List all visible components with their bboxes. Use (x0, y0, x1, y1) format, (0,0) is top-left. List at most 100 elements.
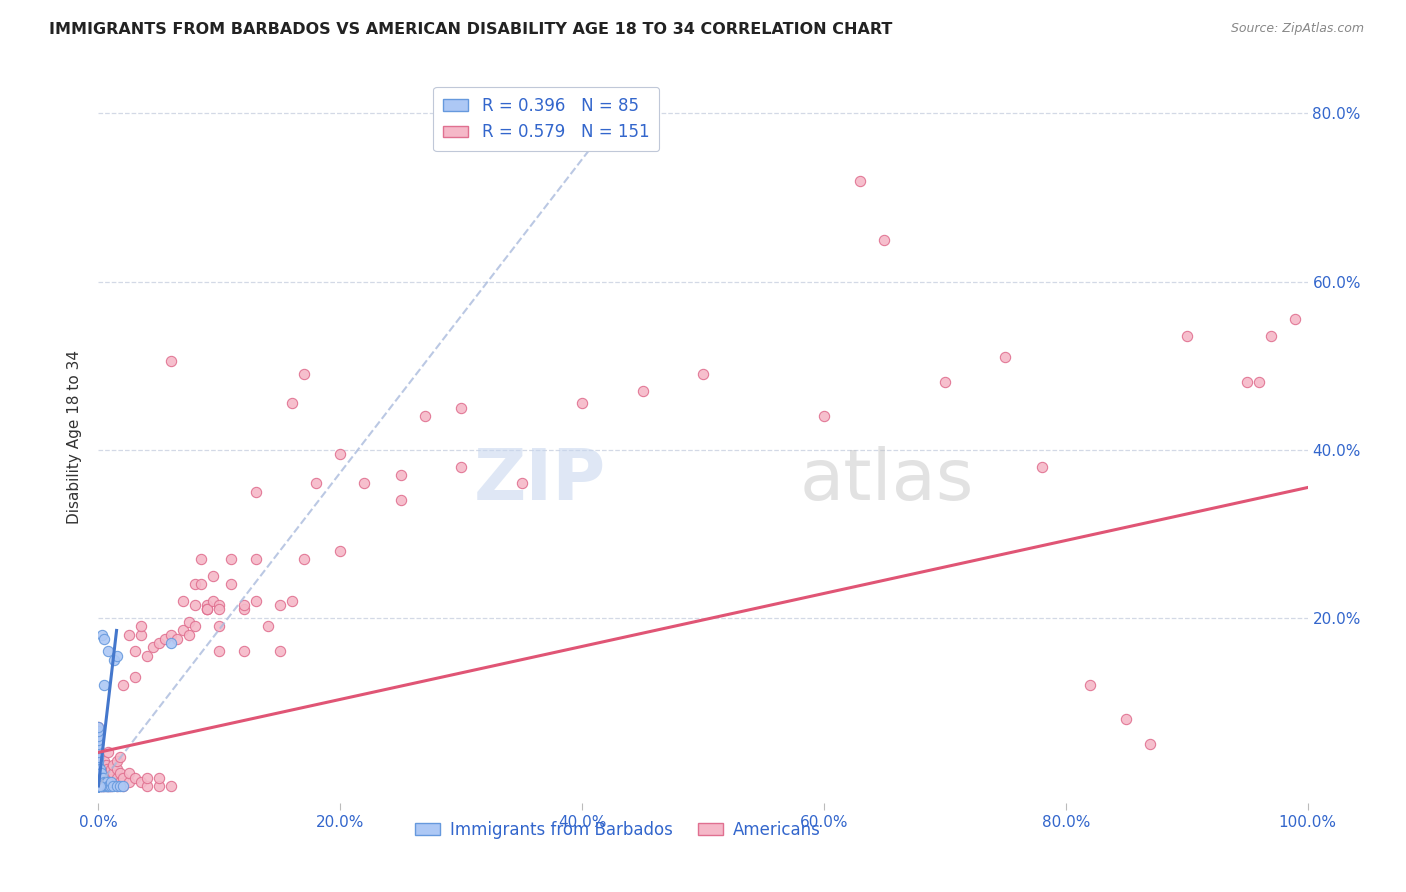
Point (89, 771, 111, 785)
Point (87, 766, 110, 780)
Point (160, 627, 183, 641)
Point (105, 771, 128, 785)
Text: ZIP: ZIP (474, 447, 606, 516)
Point (87, 779, 110, 793)
Point (87, 779, 110, 793)
Point (87, 737, 110, 751)
Point (245, 552, 267, 566)
Point (87, 729, 110, 743)
Point (87, 749, 110, 764)
Point (849, 174, 872, 188)
Point (87, 779, 110, 793)
Point (1078, 678, 1101, 692)
Point (97, 779, 120, 793)
Point (329, 447, 352, 461)
Point (89, 762, 111, 776)
Point (93, 771, 115, 785)
Point (87, 779, 110, 793)
Point (87, 779, 110, 793)
Point (90, 771, 112, 785)
Point (87, 741, 110, 756)
Point (87, 749, 110, 764)
Point (1260, 329, 1282, 343)
Point (97, 766, 120, 780)
Point (87, 766, 110, 780)
Point (389, 493, 412, 508)
Point (98, 779, 121, 793)
Point (179, 615, 201, 629)
Point (101, 758, 124, 772)
Point (105, 762, 128, 776)
Point (87, 779, 110, 793)
Point (195, 602, 218, 616)
Point (91, 762, 114, 776)
Point (96, 779, 118, 793)
Point (195, 602, 218, 616)
Point (202, 594, 225, 608)
Point (100, 771, 122, 785)
Point (195, 602, 218, 616)
Point (1139, 737, 1161, 751)
Point (94, 774, 117, 789)
Point (292, 552, 315, 566)
Point (87, 732, 110, 747)
Point (195, 599, 218, 613)
Point (353, 476, 375, 491)
Point (87, 724, 110, 739)
Point (105, 779, 128, 793)
Point (111, 678, 134, 692)
Point (90, 774, 112, 789)
Point (90, 766, 112, 780)
Point (87, 779, 110, 793)
Point (87, 779, 110, 793)
Point (994, 350, 1017, 364)
Point (91, 779, 114, 793)
Point (148, 779, 170, 793)
Point (89, 754, 111, 768)
Point (100, 774, 122, 789)
Point (221, 577, 243, 591)
Point (111, 779, 134, 793)
Point (232, 602, 254, 616)
Point (124, 670, 146, 684)
Point (87, 779, 110, 793)
Point (98, 779, 121, 793)
Point (118, 627, 141, 641)
Y-axis label: Disability Age 18 to 34: Disability Age 18 to 34 (67, 350, 83, 524)
Point (103, 653, 125, 667)
Point (129, 774, 152, 789)
Point (87, 779, 110, 793)
Point (934, 376, 956, 390)
Point (329, 543, 352, 558)
Point (90, 758, 112, 772)
Point (87, 758, 110, 772)
Point (221, 552, 243, 566)
Point (108, 749, 131, 764)
Point (179, 627, 201, 641)
Point (108, 766, 131, 780)
Point (93, 774, 115, 789)
Point (87, 779, 110, 793)
Point (87, 779, 110, 793)
Point (108, 774, 131, 789)
Point (135, 648, 157, 663)
Point (96, 771, 118, 785)
Point (190, 552, 212, 566)
Point (96, 762, 118, 776)
Point (124, 644, 146, 658)
Point (87, 724, 110, 739)
Point (184, 577, 207, 591)
Point (87, 779, 110, 793)
Point (129, 627, 152, 641)
Point (87, 779, 110, 793)
Point (232, 644, 254, 658)
Point (93, 754, 115, 768)
Point (87, 779, 110, 793)
Point (184, 619, 207, 633)
Point (89, 766, 111, 780)
Point (100, 762, 122, 776)
Point (101, 774, 124, 789)
Point (208, 619, 231, 633)
Point (135, 779, 157, 793)
Point (510, 476, 533, 491)
